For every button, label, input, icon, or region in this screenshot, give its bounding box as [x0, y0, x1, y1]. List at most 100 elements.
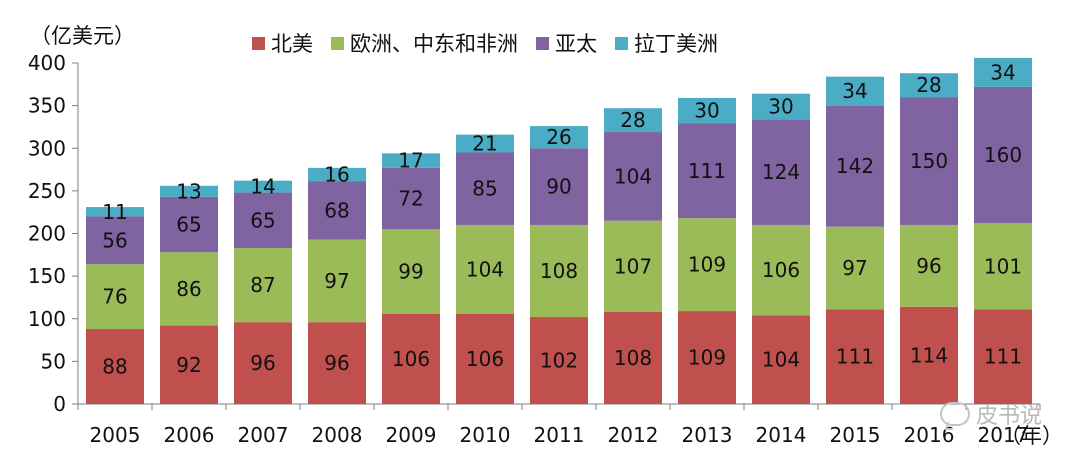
y-tick-label: 100 — [28, 307, 66, 331]
bar-segment — [382, 167, 440, 230]
bar-segment — [900, 73, 958, 98]
bar-segment — [530, 126, 588, 149]
bar-segment — [678, 218, 736, 312]
data-label: 65 — [176, 213, 201, 237]
bar-segment — [86, 216, 144, 265]
bar-segment — [308, 239, 366, 323]
bar-segment — [456, 152, 514, 225]
bar-segment — [678, 123, 736, 219]
data-label: 109 — [688, 346, 726, 370]
y-tick-label: 400 — [28, 51, 66, 75]
watermark-text: 皮书说 — [976, 404, 1043, 429]
bar-segment — [160, 325, 218, 404]
watermark: 皮书说 — [940, 398, 1042, 430]
bar-segment — [234, 247, 292, 323]
y-tick-label: 350 — [28, 94, 66, 118]
x-tick-label: 2015 — [830, 423, 881, 447]
data-label: 114 — [910, 343, 948, 367]
data-label: 30 — [694, 99, 719, 123]
data-label: 92 — [176, 353, 201, 377]
bar-segment — [234, 322, 292, 404]
bar-segment — [826, 226, 884, 310]
bar-segment — [752, 224, 810, 316]
data-label: 56 — [102, 228, 127, 252]
legend-swatch — [536, 36, 549, 50]
bar-segment — [826, 309, 884, 404]
data-label: 86 — [176, 277, 201, 301]
x-tick-label: 2007 — [238, 423, 289, 447]
bar-segment — [160, 196, 218, 253]
bar-segment — [826, 105, 884, 227]
data-label: 111 — [836, 345, 874, 369]
bar-segment — [86, 264, 144, 329]
bar-segment — [604, 108, 662, 133]
bar-segment — [752, 119, 810, 225]
data-label: 111 — [984, 345, 1022, 369]
data-label: 13 — [176, 179, 201, 203]
bar-segment — [308, 322, 366, 404]
bar-segment — [308, 167, 366, 182]
data-label: 108 — [540, 259, 578, 283]
data-label: 150 — [910, 149, 948, 173]
bar-segment — [604, 311, 662, 404]
data-label: 72 — [398, 187, 423, 211]
x-tick-label: 2017 — [978, 423, 1029, 447]
bar-segment — [456, 224, 514, 314]
x-tick-label: 2013 — [682, 423, 733, 447]
x-tick-label: 2005 — [90, 423, 141, 447]
bar-segment — [900, 306, 958, 404]
data-label: 104 — [614, 164, 652, 188]
legend-item-apac: 亚太 — [536, 28, 597, 58]
bar-segment — [678, 97, 736, 124]
data-label: 85 — [472, 177, 497, 201]
data-label: 96 — [324, 351, 349, 375]
data-label: 104 — [466, 257, 504, 281]
bar-segment — [530, 317, 588, 404]
data-label: 28 — [620, 108, 645, 132]
data-label: 21 — [472, 132, 497, 156]
x-tick-label: 2010 — [460, 423, 511, 447]
x-tick-label: 2011 — [534, 423, 585, 447]
data-label: 108 — [614, 346, 652, 370]
bar-segment — [530, 148, 588, 225]
bar-segment — [308, 181, 366, 240]
data-label: 26 — [546, 125, 571, 149]
data-label: 101 — [984, 254, 1022, 278]
data-label: 124 — [762, 160, 800, 184]
legend-item-emea: 欧洲、中东和非洲 — [331, 28, 518, 58]
bar-segment — [604, 220, 662, 312]
data-label: 111 — [688, 159, 726, 183]
legend-swatch — [615, 36, 628, 50]
bar-segment — [234, 180, 292, 193]
bar-segment — [900, 97, 958, 225]
data-label: 160 — [984, 143, 1022, 167]
data-label: 87 — [250, 273, 275, 297]
legend-swatch — [331, 36, 344, 50]
data-label: 96 — [250, 351, 275, 375]
legend-label: 欧洲、中东和非洲 — [350, 32, 518, 56]
data-label: 104 — [762, 348, 800, 372]
data-label: 11 — [102, 200, 127, 224]
y-tick-label: 0 — [53, 392, 66, 416]
data-label: 106 — [762, 258, 800, 282]
data-label: 106 — [392, 347, 430, 371]
data-label: 30 — [768, 94, 793, 118]
bar-segment — [752, 93, 810, 120]
data-label: 34 — [842, 79, 867, 103]
y-unit-label: （亿美元） — [30, 24, 135, 48]
data-label: 109 — [688, 253, 726, 277]
legend-item-latam: 拉丁美洲 — [615, 28, 718, 58]
data-label: 88 — [102, 354, 127, 378]
x-tick-label: 2009 — [386, 423, 437, 447]
bar-segment — [86, 207, 144, 217]
data-label: 106 — [466, 347, 504, 371]
bar-segment — [456, 313, 514, 404]
x-tick-label: 2012 — [608, 423, 659, 447]
bar-segment — [604, 132, 662, 221]
bar-segment — [382, 229, 440, 314]
data-label: 96 — [916, 254, 941, 278]
bar-segment — [160, 185, 218, 197]
data-label: 97 — [842, 256, 867, 280]
y-tick-label: 300 — [28, 136, 66, 160]
